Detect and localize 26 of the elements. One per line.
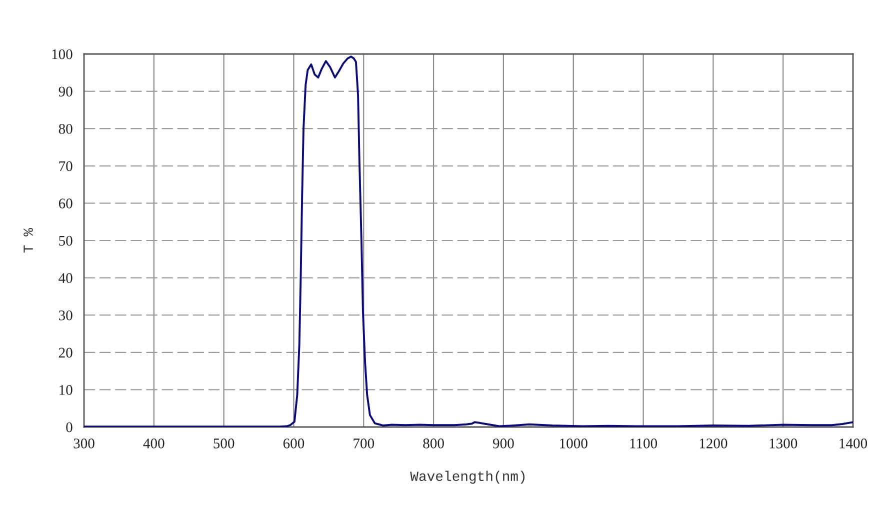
y-tick-label: 20	[58, 348, 72, 358]
x-tick-label: 1000	[560, 438, 588, 448]
y-tick-label: 40	[58, 273, 72, 284]
y-tick-label: 10	[60, 385, 72, 395]
line-series	[84, 56, 853, 427]
x-tick-label: 800	[423, 438, 444, 448]
y-tick-label: 80	[58, 124, 72, 134]
x-tick-label: 500	[214, 438, 234, 448]
x-tick-label: 400	[143, 438, 164, 448]
x-tick-label: 700	[354, 438, 374, 448]
x-axis-title: Wavelength(nm)	[410, 470, 525, 484]
x-tick-label: 1200	[700, 438, 728, 448]
x-tick-label: 1300	[770, 438, 798, 448]
x-tick-label: 600	[283, 438, 304, 448]
y-tick-label: 70	[59, 161, 72, 172]
y-tick-label: 30	[59, 310, 72, 320]
y-axis-title: T %	[24, 228, 33, 252]
y-tick-label: 60	[58, 198, 72, 208]
y-tick-label: 0	[66, 422, 72, 432]
x-tick-label: 1400	[840, 438, 868, 448]
x-tick-label: 1100	[630, 438, 658, 448]
y-tick-label: 90	[58, 86, 72, 97]
y-tick-label: 100	[52, 49, 72, 60]
x-tick-label: 300	[74, 438, 94, 448]
x-tick-label: 900	[492, 438, 514, 448]
y-tick-label: 50	[59, 236, 72, 246]
